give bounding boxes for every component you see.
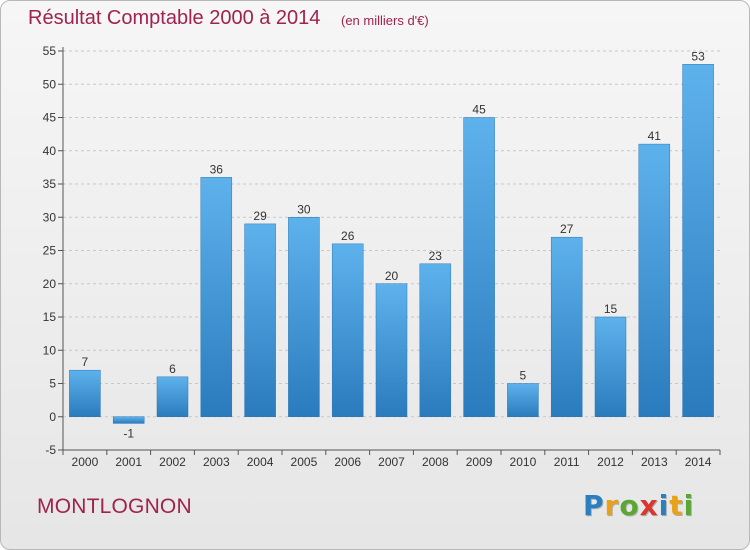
data-label: 5 xyxy=(520,369,527,383)
x-tick-label: 2005 xyxy=(291,455,318,469)
y-tick-label: 15 xyxy=(43,310,57,324)
bar xyxy=(375,283,408,417)
logo-letter: i xyxy=(683,489,695,522)
chart-subtitle: (en milliers d'€) xyxy=(341,13,429,28)
x-tick-label: 2007 xyxy=(378,455,405,469)
bar xyxy=(69,369,101,418)
bar xyxy=(682,64,714,418)
data-labels: 7 -1 6 36 29 30 26 20 23 45 5 27 15 41 53 xyxy=(82,49,706,440)
bar xyxy=(419,263,452,417)
chart-title: Résultat Comptable 2000 à 2014 xyxy=(28,7,321,29)
data-label: 53 xyxy=(691,49,705,63)
data-label: 41 xyxy=(648,129,662,143)
bar xyxy=(156,376,189,418)
y-tick-label: 35 xyxy=(43,177,57,191)
bar xyxy=(200,177,233,417)
data-label: 27 xyxy=(560,222,574,236)
x-tick-label: 2010 xyxy=(510,455,537,469)
x-tick-label: 2011 xyxy=(554,455,580,469)
y-tick-label: 45 xyxy=(43,111,57,125)
data-label: 30 xyxy=(297,202,311,216)
logo-letter: t xyxy=(669,489,684,522)
x-tick-label: 2002 xyxy=(159,455,186,469)
bar xyxy=(550,236,583,417)
x-tick-label: 2001 xyxy=(115,455,142,469)
bar xyxy=(331,243,364,417)
bar xyxy=(112,416,145,424)
y-tick-label: 30 xyxy=(43,210,57,224)
logo-letter: x xyxy=(639,489,659,522)
x-tick-label: 2014 xyxy=(685,455,712,469)
logo-letter: r xyxy=(604,489,620,522)
data-label: 29 xyxy=(253,209,267,223)
y-tick-label: -5 xyxy=(45,443,56,457)
y-tick-label: 10 xyxy=(43,343,57,357)
x-tick-label: 2000 xyxy=(72,455,99,469)
data-label: 7 xyxy=(82,355,89,369)
data-label: 36 xyxy=(210,162,224,176)
x-tick-label: 2004 xyxy=(247,455,274,469)
logo-letter: o xyxy=(619,489,640,522)
data-label: -1 xyxy=(123,426,134,440)
x-tick-label: 2008 xyxy=(422,455,449,469)
y-tick-label: 50 xyxy=(43,77,57,91)
bar xyxy=(288,217,320,417)
y-tick-label: 55 xyxy=(43,44,57,58)
proxiti-logo: Proxiti xyxy=(583,489,694,522)
city-name: MONTLOGNON xyxy=(37,495,192,518)
x-tick-label: 2009 xyxy=(466,455,493,469)
y-tick-label: 0 xyxy=(49,410,56,424)
bar xyxy=(594,316,627,417)
y-tick-label: 20 xyxy=(43,277,57,291)
data-label: 6 xyxy=(169,362,176,376)
data-label: 45 xyxy=(472,103,486,117)
bars xyxy=(69,64,714,424)
bar xyxy=(507,383,539,417)
x-tick-label: 2003 xyxy=(203,455,230,469)
bar xyxy=(244,223,276,417)
logo-letter: i xyxy=(658,489,670,522)
bar xyxy=(463,117,495,417)
y-tick-label: 40 xyxy=(43,144,57,158)
data-label: 20 xyxy=(385,269,399,283)
data-label: 23 xyxy=(429,249,443,263)
axes: -5 0 5 10 15 20 25 30 35 40 45 50 55 2000 2001 2002 2003… xyxy=(43,44,721,469)
x-tick-label: 2006 xyxy=(334,455,361,469)
data-label: 26 xyxy=(341,229,355,243)
x-tick-label: 2013 xyxy=(641,455,668,469)
data-label: 15 xyxy=(604,302,618,316)
y-tick-label: 5 xyxy=(49,377,56,391)
bar xyxy=(638,143,671,417)
logo-letter: P xyxy=(583,489,605,522)
y-tick-label: 25 xyxy=(43,244,57,258)
x-tick-label: 2012 xyxy=(597,455,624,469)
